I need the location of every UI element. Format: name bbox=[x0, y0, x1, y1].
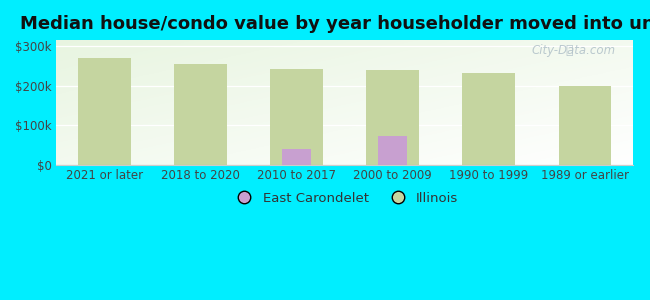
Bar bbox=[174, 64, 227, 165]
Text: ⓘ: ⓘ bbox=[565, 44, 573, 57]
Bar bbox=[462, 73, 515, 165]
Legend: East Carondelet, Illinois: East Carondelet, Illinois bbox=[226, 187, 463, 210]
Bar bbox=[367, 70, 419, 165]
Bar bbox=[270, 69, 323, 165]
Bar bbox=[378, 136, 408, 165]
Bar bbox=[282, 149, 311, 165]
Bar bbox=[78, 58, 131, 165]
Text: City-Data.com: City-Data.com bbox=[532, 44, 616, 57]
Title: Median house/condo value by year householder moved into unit: Median house/condo value by year househo… bbox=[20, 15, 650, 33]
Bar bbox=[558, 85, 612, 165]
